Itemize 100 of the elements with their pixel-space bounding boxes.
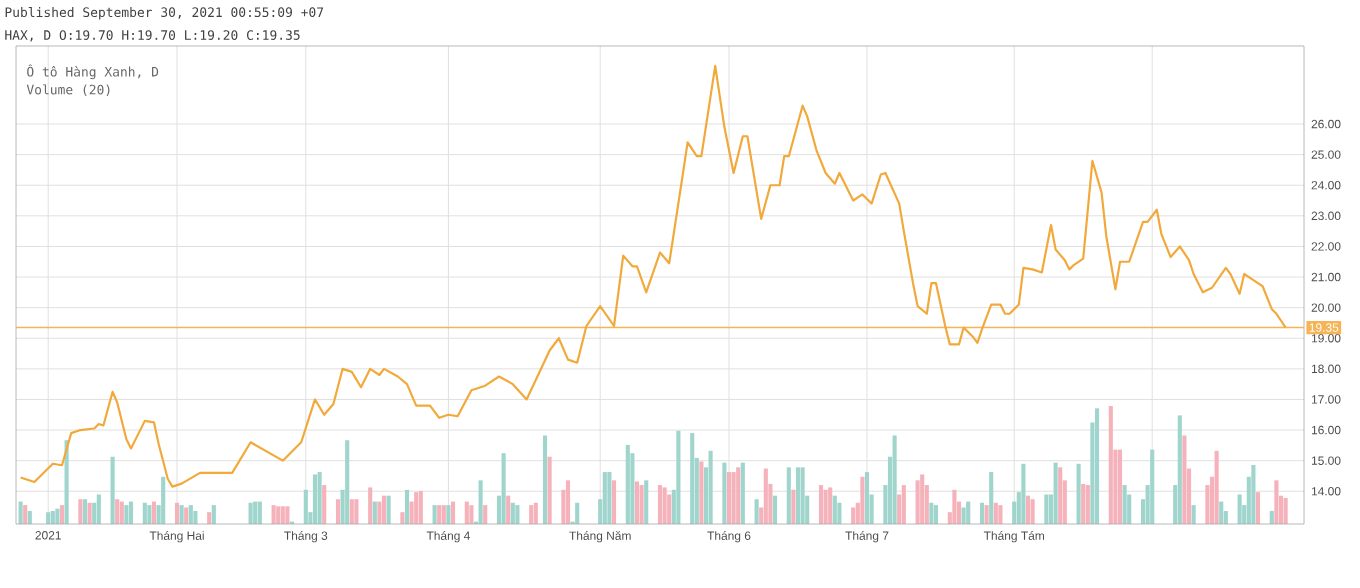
bar bbox=[791, 489, 796, 524]
bar bbox=[763, 468, 768, 524]
bar bbox=[110, 456, 115, 524]
bar bbox=[920, 474, 925, 524]
bar bbox=[961, 507, 966, 524]
bar bbox=[542, 435, 548, 524]
bar bbox=[1205, 485, 1210, 524]
bar bbox=[1053, 462, 1058, 524]
bar bbox=[92, 502, 97, 524]
bar bbox=[818, 485, 824, 524]
bar bbox=[1122, 485, 1127, 524]
bar bbox=[892, 435, 897, 524]
bar bbox=[469, 505, 474, 524]
bar bbox=[529, 505, 534, 524]
bar bbox=[736, 467, 741, 524]
bar bbox=[381, 495, 387, 524]
bar bbox=[952, 489, 957, 524]
bar bbox=[437, 505, 442, 524]
bar bbox=[115, 499, 120, 524]
bar bbox=[795, 467, 801, 524]
bar bbox=[547, 456, 552, 524]
bar bbox=[864, 472, 870, 524]
bar bbox=[450, 501, 456, 524]
bar bbox=[271, 505, 276, 524]
bar bbox=[1085, 485, 1090, 524]
bar bbox=[312, 474, 318, 524]
bar bbox=[1214, 450, 1219, 524]
bar bbox=[929, 502, 934, 524]
bar bbox=[676, 430, 681, 524]
bar bbox=[349, 499, 354, 524]
bar bbox=[515, 505, 520, 524]
bar bbox=[303, 489, 308, 524]
bar bbox=[78, 499, 83, 524]
bar bbox=[151, 501, 157, 524]
bar bbox=[501, 453, 506, 524]
bar bbox=[506, 495, 511, 524]
bar bbox=[386, 495, 391, 524]
bar bbox=[285, 506, 290, 524]
bar bbox=[174, 502, 180, 524]
bar bbox=[1182, 435, 1187, 524]
bar bbox=[731, 472, 736, 524]
bar bbox=[1219, 501, 1224, 524]
bar bbox=[625, 444, 630, 524]
bar bbox=[142, 502, 147, 524]
bar bbox=[634, 481, 640, 524]
bar bbox=[1150, 449, 1155, 524]
bar bbox=[82, 499, 88, 524]
bar bbox=[248, 502, 253, 524]
bar bbox=[1058, 467, 1063, 524]
bar bbox=[87, 502, 92, 524]
bar bbox=[478, 480, 483, 524]
bar bbox=[211, 505, 216, 524]
bar bbox=[966, 501, 971, 524]
bar bbox=[1177, 415, 1182, 524]
bar bbox=[464, 501, 469, 524]
bar bbox=[993, 502, 998, 524]
bar bbox=[432, 505, 437, 524]
bar bbox=[128, 501, 134, 524]
bar bbox=[667, 494, 672, 524]
bar bbox=[147, 505, 152, 524]
bar bbox=[1021, 463, 1026, 524]
bar bbox=[565, 480, 571, 524]
bar bbox=[1237, 494, 1242, 524]
bar bbox=[984, 505, 989, 524]
bar bbox=[832, 495, 837, 524]
bar bbox=[989, 472, 994, 524]
bar bbox=[828, 487, 833, 524]
bar bbox=[915, 480, 920, 524]
bar bbox=[1283, 498, 1288, 524]
bar bbox=[754, 499, 759, 524]
bar bbox=[1108, 405, 1113, 524]
bar bbox=[602, 472, 607, 524]
bar bbox=[418, 490, 423, 524]
bar bbox=[322, 485, 327, 524]
bar bbox=[533, 502, 538, 524]
bar bbox=[510, 502, 515, 524]
bar bbox=[823, 489, 828, 524]
bar bbox=[124, 505, 129, 524]
bar bbox=[699, 461, 704, 524]
bar bbox=[1044, 494, 1049, 524]
bar bbox=[786, 467, 791, 524]
bar bbox=[372, 501, 377, 524]
bar bbox=[345, 440, 350, 524]
bar bbox=[1094, 408, 1100, 524]
bar bbox=[1081, 483, 1086, 524]
bar bbox=[414, 492, 419, 524]
bar bbox=[901, 485, 906, 524]
bar bbox=[979, 502, 985, 524]
bar bbox=[630, 453, 635, 524]
bar bbox=[446, 505, 451, 524]
bar bbox=[933, 505, 939, 524]
bar bbox=[317, 472, 322, 524]
bar bbox=[772, 495, 778, 524]
bar bbox=[998, 505, 1003, 524]
bar bbox=[377, 501, 382, 524]
bar bbox=[860, 476, 865, 524]
bar bbox=[368, 487, 373, 524]
bar bbox=[1030, 499, 1035, 524]
bar bbox=[483, 505, 488, 524]
bar bbox=[354, 499, 359, 524]
